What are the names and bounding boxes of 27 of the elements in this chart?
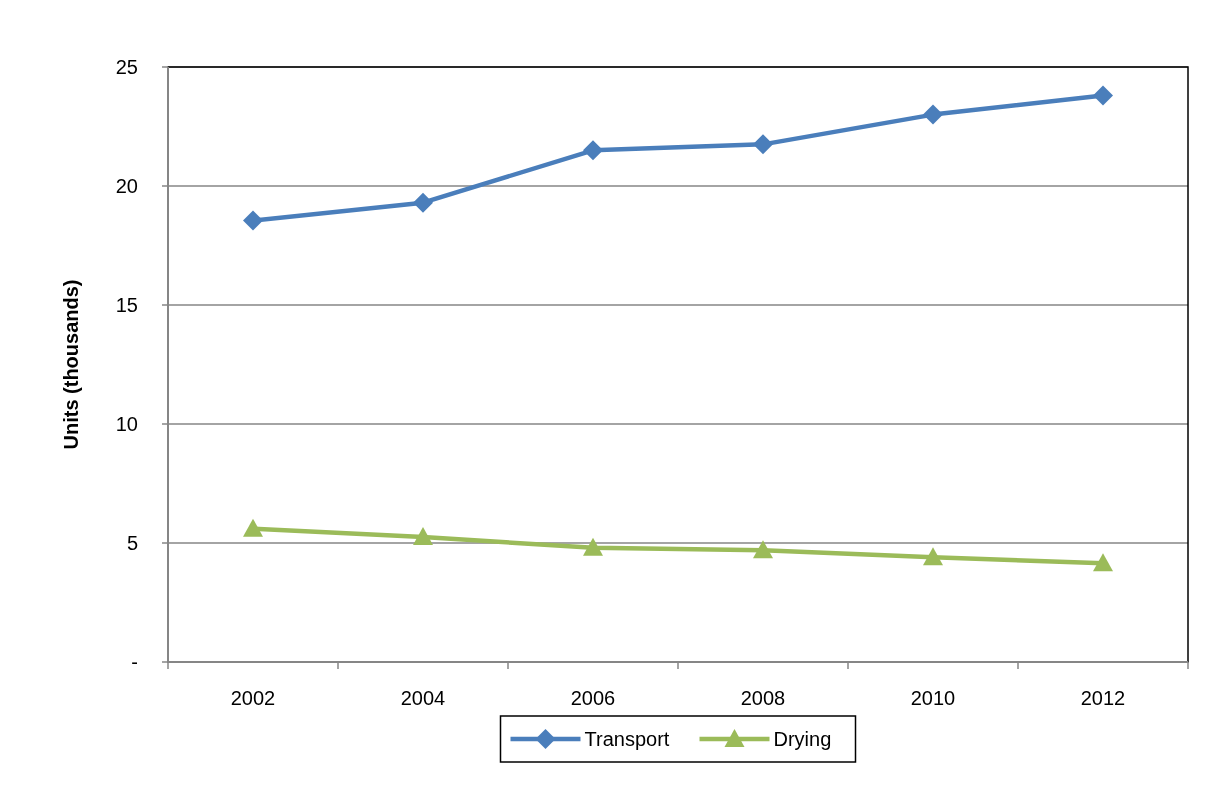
x-tick-label: 2002 [230, 687, 276, 709]
x-tick-label: 2004 [400, 687, 446, 709]
point [413, 192, 433, 213]
y-tick-label: - [131, 651, 138, 673]
point [923, 104, 943, 125]
point [413, 527, 433, 546]
point [1093, 85, 1113, 106]
point [923, 547, 943, 566]
y-axis-title: Units (thousands) [60, 279, 82, 450]
point [243, 210, 263, 231]
x-tick-label: 2006 [570, 687, 616, 709]
x-tick-label: 2012 [1080, 687, 1126, 709]
y-tick-label: 20 [115, 175, 138, 197]
point [753, 134, 773, 155]
x-tick-label: 2010 [910, 687, 956, 709]
point [243, 518, 263, 537]
point [583, 140, 603, 161]
y-tick-label: 10 [115, 413, 138, 435]
y-tick-label: 5 [126, 532, 138, 554]
y-tick-label: 15 [115, 294, 138, 316]
y-tick-label: 25 [115, 56, 138, 78]
point [753, 540, 773, 559]
point [1093, 553, 1113, 572]
legend-label: Drying [773, 728, 832, 750]
legend-label: Transport [584, 728, 670, 750]
point [583, 537, 603, 556]
x-tick-label: 2008 [740, 687, 786, 709]
